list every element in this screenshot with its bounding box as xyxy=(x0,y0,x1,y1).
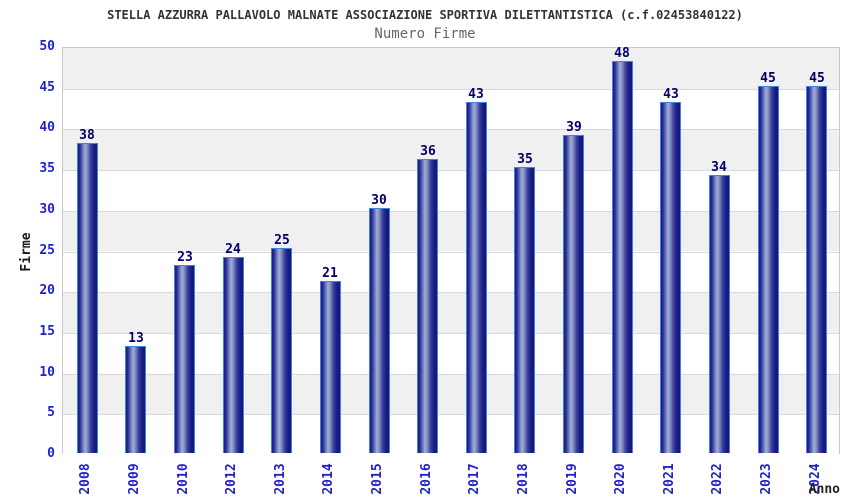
bar-value-label: 24 xyxy=(225,242,241,257)
gridline xyxy=(63,88,839,90)
bar-value-label: 48 xyxy=(614,46,630,61)
gridline xyxy=(63,332,839,334)
bar-2020 xyxy=(612,61,633,453)
y-tick-label: 15 xyxy=(39,324,55,339)
gridline xyxy=(63,373,839,375)
bar-value-label: 43 xyxy=(663,87,679,102)
y-tick-label: 25 xyxy=(39,243,55,258)
bar-value-label: 39 xyxy=(566,120,582,135)
y-axis-title: Firme xyxy=(19,232,34,272)
bar-value-label: 35 xyxy=(517,152,533,167)
bar-2014 xyxy=(320,281,341,453)
bar-2013 xyxy=(271,248,292,453)
bar-2008 xyxy=(77,143,98,453)
bar-2017 xyxy=(466,102,487,453)
gridline xyxy=(63,251,839,253)
y-tick-label: 30 xyxy=(39,202,55,217)
y-tick-label: 40 xyxy=(39,120,55,135)
x-axis-title: Anno xyxy=(808,482,840,497)
y-tick-label: 20 xyxy=(39,283,55,298)
x-tick-label: 2017 xyxy=(467,463,482,495)
chart-subtitle: Numero Firme xyxy=(374,26,476,42)
bar-value-label: 30 xyxy=(371,193,387,208)
plot-band xyxy=(63,48,839,89)
bar-value-label: 43 xyxy=(468,87,484,102)
bar-2022 xyxy=(709,175,730,453)
gridline xyxy=(63,414,839,416)
x-tick-label: 2020 xyxy=(613,463,628,495)
gridline xyxy=(63,170,839,172)
x-tick-label: 2016 xyxy=(419,463,434,495)
bar-2010 xyxy=(174,265,195,453)
bar-value-label: 34 xyxy=(711,160,727,175)
gridline xyxy=(63,292,839,294)
bar-value-label: 45 xyxy=(809,71,825,86)
bar-2018 xyxy=(514,167,535,453)
x-tick-label: 2021 xyxy=(662,463,677,495)
x-tick-label: 2012 xyxy=(224,463,239,495)
y-tick-label: 10 xyxy=(39,365,55,380)
bar-2021 xyxy=(660,102,681,453)
x-tick-label: 2010 xyxy=(176,463,191,495)
bar-value-label: 13 xyxy=(128,331,144,346)
x-tick-label: 2018 xyxy=(516,463,531,495)
x-tick-label: 2014 xyxy=(321,463,336,495)
bar-value-label: 25 xyxy=(274,233,290,248)
bar-value-label: 21 xyxy=(322,266,338,281)
y-tick-label: 35 xyxy=(39,161,55,176)
chart-title: STELLA AZZURRA PALLAVOLO MALNATE ASSOCIA… xyxy=(107,8,743,22)
bar-2023 xyxy=(758,86,779,453)
bar-value-label: 23 xyxy=(177,250,193,265)
x-tick-label: 2022 xyxy=(710,463,725,495)
x-tick-label: 2023 xyxy=(759,463,774,495)
gridline xyxy=(63,129,839,131)
bar-2016 xyxy=(417,159,438,453)
y-tick-label: 45 xyxy=(39,80,55,95)
gridline xyxy=(63,210,839,212)
bar-2015 xyxy=(369,208,390,453)
y-tick-label: 5 xyxy=(47,405,55,420)
plot-area: 38 13 23 24 25 21 30 36 43 35 39 48 43 34 45 45 xyxy=(62,46,840,455)
x-tick-label: 2009 xyxy=(127,463,142,495)
y-tick-label: 50 xyxy=(39,39,55,54)
plot-band xyxy=(63,129,839,171)
bar-2012 xyxy=(223,257,244,453)
bar-2024 xyxy=(806,86,827,453)
bar-value-label: 45 xyxy=(760,71,776,86)
bar-value-label: 36 xyxy=(420,144,436,159)
bar-2009 xyxy=(125,346,146,453)
plot-band xyxy=(63,88,839,130)
x-tick-label: 2008 xyxy=(78,463,93,495)
x-tick-label: 2019 xyxy=(565,463,580,495)
y-tick-label: 0 xyxy=(47,446,55,461)
bar-2019 xyxy=(563,135,584,453)
x-tick-label: 2015 xyxy=(370,463,385,495)
bar-value-label: 38 xyxy=(79,128,95,143)
x-tick-label: 2013 xyxy=(273,463,288,495)
